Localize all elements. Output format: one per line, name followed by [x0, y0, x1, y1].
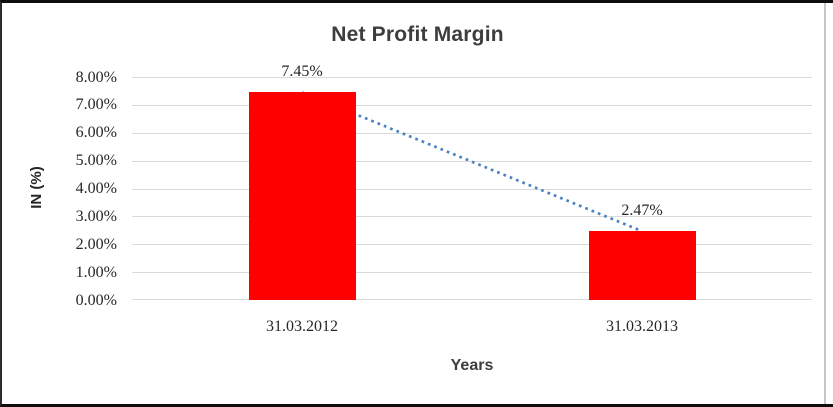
trendline — [301, 91, 643, 233]
gridline — [132, 77, 812, 78]
x-tick-label: 31.03.2012 — [266, 318, 338, 335]
gridline — [132, 244, 812, 245]
chart-title: Net Profit Margin — [331, 23, 504, 46]
y-tick-label: 1.00% — [75, 263, 117, 281]
gridline — [132, 272, 812, 273]
y-tick-label: 6.00% — [75, 124, 117, 142]
y-tick-label: 3.00% — [75, 207, 117, 225]
y-tick-label: 8.00% — [75, 68, 117, 86]
gridline — [132, 133, 812, 134]
gridline — [132, 105, 812, 106]
chart-right-border-line — [824, 3, 826, 404]
bar-31.03.2012 — [248, 92, 356, 300]
y-tick-label: 5.00% — [75, 152, 117, 170]
x-tick-label: 31.03.2013 — [606, 318, 678, 335]
gridline — [132, 299, 812, 300]
y-tick-label: 4.00% — [75, 180, 117, 197]
gridline — [132, 189, 812, 190]
gridline — [132, 161, 812, 162]
y-tick-label: 7.00% — [75, 96, 117, 114]
gridline — [132, 216, 812, 217]
bar-data-label: 2.47% — [621, 202, 663, 220]
x-axis-title: Years — [450, 357, 494, 374]
y-tick-label: 2.00% — [75, 235, 117, 253]
plot-area: 7.45% 2.47% — [132, 63, 812, 300]
bar-data-label: 7.45% — [281, 63, 323, 81]
bar-31.03.2013 — [588, 231, 696, 300]
y-tick-label: 0.00% — [75, 291, 117, 309]
